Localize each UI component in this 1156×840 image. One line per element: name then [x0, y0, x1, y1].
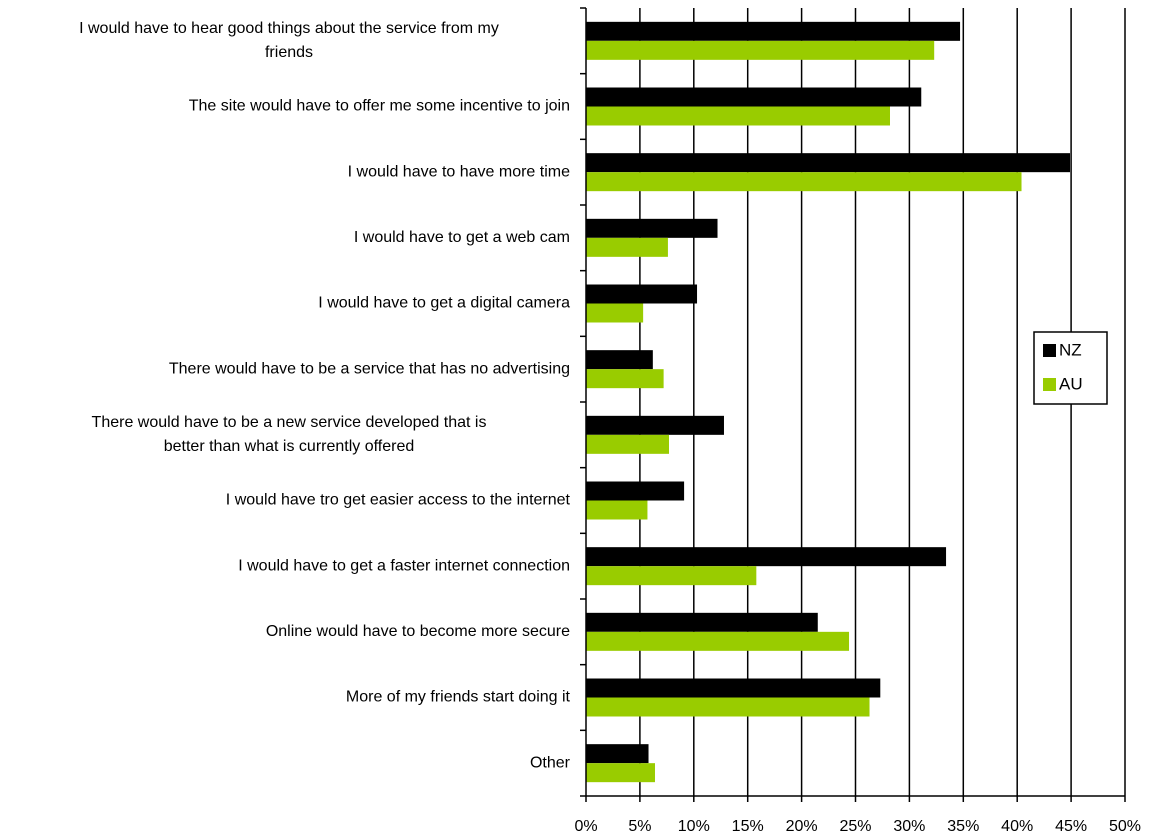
x-tick-label: 50% — [1109, 818, 1141, 835]
category-label: I would have tro get easier access to th… — [226, 492, 571, 509]
bar-nz — [586, 415, 724, 435]
legend-swatch-au — [1043, 378, 1056, 391]
bar-au — [586, 763, 655, 783]
category-labels: I would have to hear good things about t… — [79, 20, 571, 771]
bar-nz — [586, 350, 653, 370]
x-tick-label: 10% — [678, 818, 710, 835]
x-tick-label: 15% — [732, 818, 764, 835]
bar-nz — [586, 284, 698, 304]
legend-label-nz: NZ — [1059, 340, 1082, 359]
category-label: There would have to be a service that ha… — [169, 360, 570, 377]
category-label: better than what is currently offered — [164, 438, 415, 455]
bar-au — [586, 631, 850, 651]
category-label: friends — [265, 44, 313, 61]
bar-au — [586, 303, 644, 323]
bar-nz — [586, 481, 685, 501]
x-tick-label: 30% — [893, 818, 925, 835]
bar-au — [586, 172, 1022, 192]
category-label: I would have to get a web cam — [354, 229, 570, 246]
bar-au — [586, 500, 648, 520]
axes — [580, 7, 1126, 802]
bar-au — [586, 237, 668, 257]
bar-au — [586, 434, 670, 454]
x-tick-labels: 0% 5% 10% 15% 20% 25% 30% 35% 40% 45% 50% — [574, 818, 1141, 835]
x-tick-label: 35% — [947, 818, 979, 835]
bar-au — [586, 40, 935, 60]
bar-nz — [586, 87, 922, 107]
bars — [586, 21, 1071, 783]
category-label: More of my friends start doing it — [346, 689, 571, 706]
bar-nz — [586, 678, 881, 698]
bar-nz — [586, 153, 1071, 173]
bar-nz — [586, 547, 947, 567]
category-label: Online would have to become more secure — [266, 623, 570, 640]
legend-label-au: AU — [1059, 374, 1083, 393]
bar-au — [586, 566, 757, 586]
legend-swatch-nz — [1043, 344, 1056, 357]
x-tick-label: 20% — [786, 818, 818, 835]
bar-au — [586, 697, 870, 717]
category-label: The site would have to offer me some inc… — [189, 98, 570, 115]
category-label: I would have to get a digital camera — [318, 295, 570, 312]
x-tick-label: 5% — [628, 818, 651, 835]
category-label: I would have to have more time — [348, 163, 570, 180]
category-label: I would have to hear good things about t… — [79, 20, 499, 37]
bar-nz — [586, 744, 649, 764]
bar-au — [586, 106, 890, 126]
legend: NZ AU — [1033, 331, 1108, 405]
category-label: There would have to be a new service dev… — [92, 414, 487, 431]
bar-nz — [586, 612, 818, 632]
x-tick-label: 45% — [1055, 818, 1087, 835]
bar-au — [586, 369, 664, 389]
x-tick-label: 0% — [574, 818, 597, 835]
category-label: Other — [530, 754, 571, 771]
bar-nz — [586, 218, 718, 238]
bar-nz — [586, 21, 961, 41]
category-label: I would have to get a faster internet co… — [238, 557, 570, 574]
x-tick-label: 40% — [1001, 818, 1033, 835]
x-tick-label: 25% — [839, 818, 871, 835]
